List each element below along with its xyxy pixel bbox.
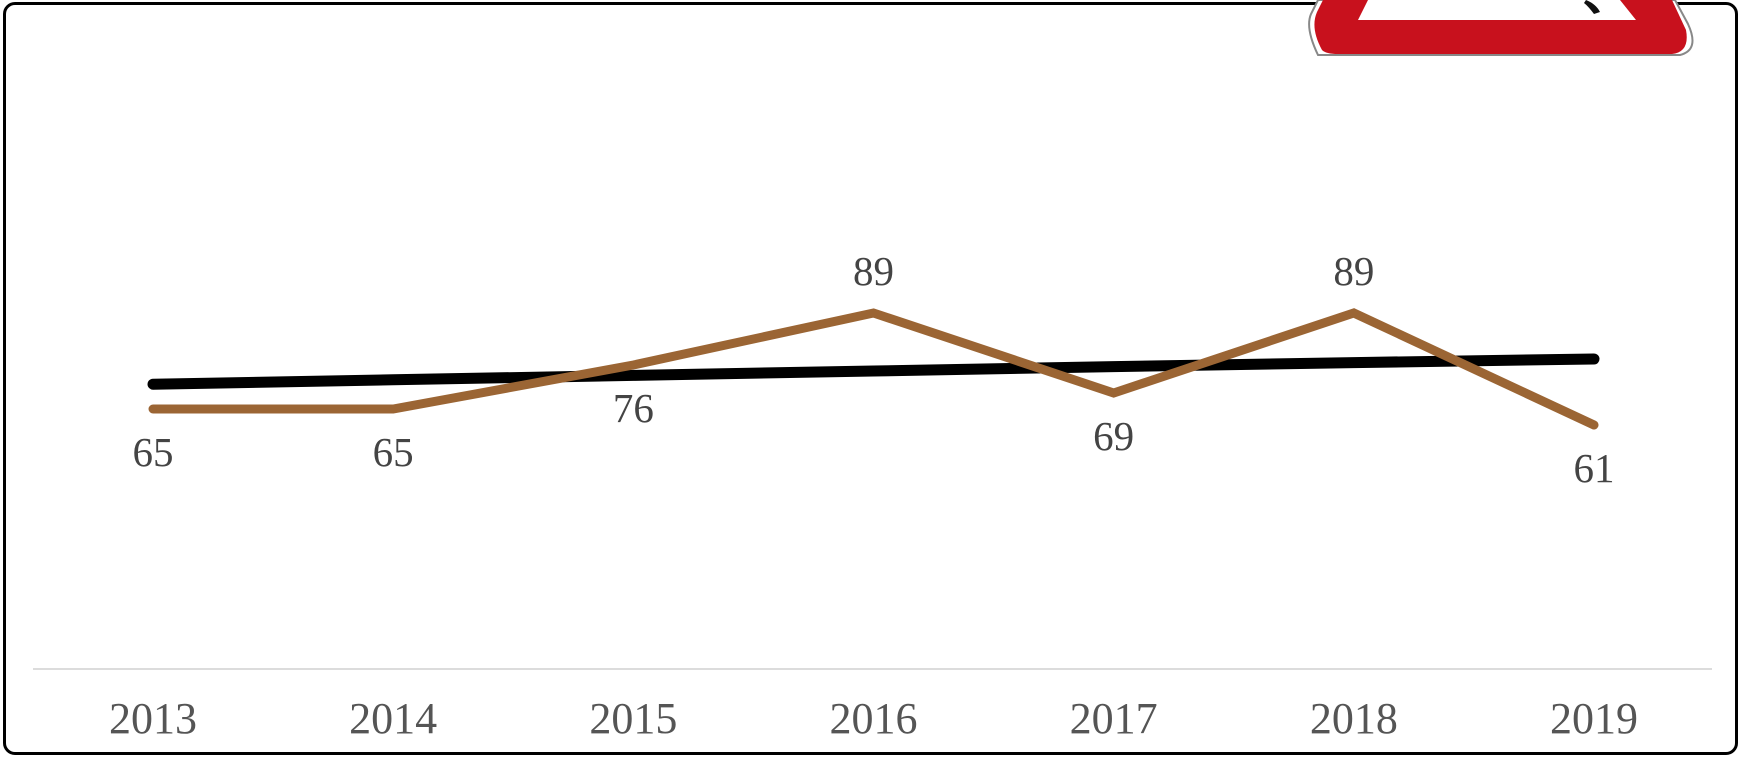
data-point [149, 405, 157, 413]
data-point [1349, 309, 1358, 317]
data-label: 76 [613, 385, 654, 431]
data-label: 61 [1574, 445, 1615, 491]
trendline [147, 353, 1600, 390]
data-label: 89 [853, 248, 894, 294]
x-tick-label: 2014 [349, 694, 437, 743]
x-tick-label: 2015 [589, 694, 677, 743]
data-point [869, 309, 878, 317]
data-point [389, 405, 398, 413]
data-label: 65 [133, 429, 174, 475]
x-tick-label: 2018 [1310, 694, 1398, 743]
data-point [1109, 389, 1118, 397]
x-tick-label: 2019 [1550, 694, 1638, 743]
warning-sign-icon [1308, 0, 1694, 56]
x-tick-label: 2013 [109, 694, 197, 743]
data-label: 65 [373, 429, 414, 475]
data-labels: 65 65 76 89 69 89 61 [133, 248, 1615, 491]
series-line [148, 308, 1599, 430]
data-point [629, 361, 638, 369]
x-tick-label: 2016 [830, 694, 918, 743]
x-tick-label: 2017 [1070, 694, 1158, 743]
data-label: 89 [1333, 248, 1374, 294]
data-label: 69 [1093, 413, 1134, 459]
data-point [1590, 421, 1598, 429]
trendline-path [147, 353, 1600, 390]
x-axis-ticks: 2013 2014 2015 2016 2017 2018 2019 [109, 694, 1638, 743]
